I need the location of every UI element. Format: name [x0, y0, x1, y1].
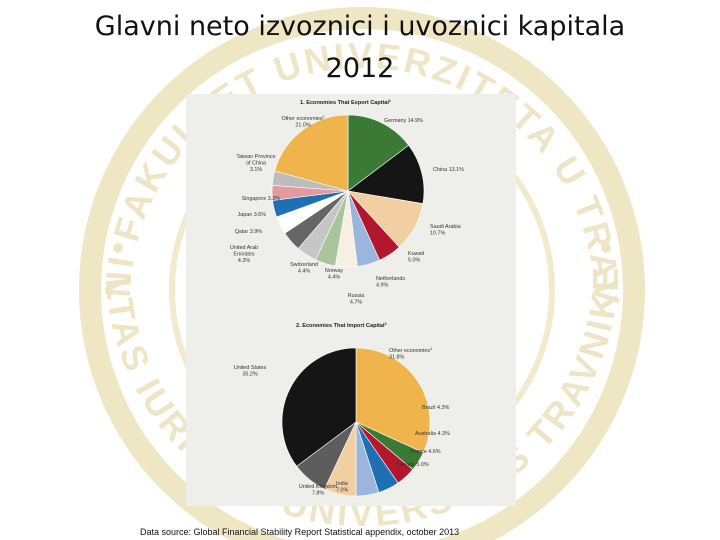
- pie-2-label-france: France 4.6%: [410, 449, 441, 455]
- pie-1-label-qatar: Qatar 3.9%: [235, 229, 262, 235]
- pie-1-label-united-arab-emirates: United Arab Emirates 4.3%: [230, 245, 258, 264]
- pie-1-label-other-economies: Other economies2 21.0%: [281, 115, 324, 129]
- pie-1-label-taiwan-province-of-china: Taiwan Province of China 3.1%: [236, 154, 275, 173]
- pie-2-label-united-kingdom: United Kingdom 7.8%: [299, 484, 338, 497]
- pie-2-title: 2. Economies That Import Capital3: [296, 322, 387, 329]
- seal-dot-right: [601, 243, 611, 253]
- pie-2-label-canada: Canada 5.0%: [396, 462, 429, 468]
- pie-1-slice-germany: [347, 114, 410, 192]
- seal-outer-ring: [79, 7, 645, 540]
- seal-dot-left: [113, 243, 123, 253]
- pie-1-slice-other-economies: [274, 114, 349, 192]
- pie-1-label-singapore: Singapore 3.2%: [242, 196, 281, 202]
- pie-1-slice-china: [347, 144, 425, 205]
- pie-2-slice-united-states: [281, 347, 357, 467]
- pie-1-label-saudi-arabia: Saudi Arabia 10.7%: [430, 224, 461, 237]
- pie-2-label-brazil: Brazil 4.3%: [422, 405, 449, 411]
- pie-2-label-australia: Australia 4.3%: [415, 431, 450, 437]
- pie-1-label-norway: Norway 4.4%: [325, 268, 344, 281]
- slide-title-line2: 2012: [325, 53, 395, 84]
- pie-2-label-united-states: United States 35.2%: [234, 365, 267, 378]
- pie-1-title: 1. Economies That Export Capital1: [300, 99, 391, 106]
- slide-title: Glavni neto izvoznici i uvoznici kapital…: [0, 6, 720, 90]
- pie-1-label-kuwait: Kuwait 5.0%: [408, 251, 425, 264]
- pie-1-label-germany: Germany 14.9%: [384, 118, 423, 124]
- pie-1-label-china: China 13.1%: [433, 167, 464, 173]
- pie-2-slice-other-economies: [355, 347, 431, 454]
- pie-2-label-other-economies: Other economies4 31.8%: [389, 347, 432, 361]
- pie-1-label-switzerland: Switzerland 4.4%: [290, 262, 318, 275]
- slide-title-line1: Glavni neto izvoznici i uvoznici kapital…: [94, 11, 626, 42]
- data-source-note: Data source: Global Financial Stability …: [140, 527, 460, 537]
- pie-charts-svg: 1. Economies That Export Capital1 Germany…: [230, 99, 464, 497]
- pie-1-label-japan: Japan 3.6%: [238, 212, 267, 218]
- pie-2-label-india: India 7.0%: [336, 481, 348, 494]
- pie-charts-figure: 1. Economies That Export Capital1 Germany…: [186, 94, 516, 506]
- pie-1-label-netherlands: Netherlands 4.9%: [376, 276, 405, 289]
- pie-1-label-russia: Russia 4.7%: [348, 293, 364, 306]
